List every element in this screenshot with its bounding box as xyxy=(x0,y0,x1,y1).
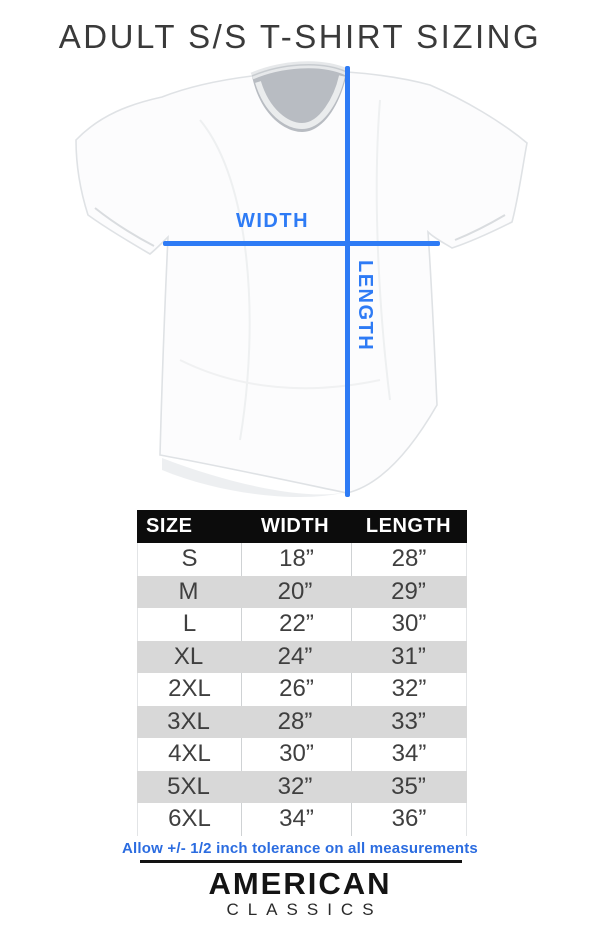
cell-width: 24” xyxy=(277,642,313,670)
cell-width: 18” xyxy=(241,543,351,576)
length-label: LENGTH xyxy=(354,260,376,352)
width-measure-line xyxy=(163,241,440,246)
table-row: 6XL 34” 36” xyxy=(137,803,467,836)
cell-size: S xyxy=(181,545,198,573)
width-label: WIDTH xyxy=(236,210,310,232)
collar-outline xyxy=(251,64,348,77)
tolerance-note: Allow +/- 1/2 inch tolerance on all meas… xyxy=(122,840,478,857)
tshirt-drawing xyxy=(75,61,528,498)
cell-length: 29” xyxy=(391,577,426,605)
tshirt-crease xyxy=(199,119,251,441)
cell-width: 28” xyxy=(277,707,313,735)
cell-size: L xyxy=(182,610,197,638)
cell-size: 3XL xyxy=(167,707,210,735)
cell-length: 36” xyxy=(351,803,466,836)
table-row: L 22” 30” xyxy=(137,608,467,641)
brand-subname: CLASSICS xyxy=(226,900,383,919)
hem-fold xyxy=(162,458,346,498)
cell-length: 34” xyxy=(351,738,466,771)
cell-length: 28” xyxy=(351,543,466,576)
cell-width: 26” xyxy=(241,673,351,706)
table-header-row: SIZE WIDTH LENGTH xyxy=(137,510,467,543)
table-row: XL 24” 31” xyxy=(137,640,467,673)
length-measure-line xyxy=(345,66,350,497)
brand-name: AMERICAN xyxy=(208,866,392,901)
cell-width: 20” xyxy=(277,577,313,605)
tshirt-crease xyxy=(179,359,381,390)
table-row: 2XL 26” 32” xyxy=(137,673,467,706)
cell-length: 31” xyxy=(391,642,426,670)
tshirt-crease xyxy=(375,99,391,401)
cell-size: XL xyxy=(173,642,204,670)
cell-size: 2XL xyxy=(168,675,211,703)
cell-length: 32” xyxy=(351,673,466,706)
cell-size: M xyxy=(178,577,199,605)
cell-length: 33” xyxy=(391,707,426,735)
cell-size: 4XL xyxy=(168,740,211,768)
logo-rule xyxy=(140,860,462,863)
header-width: WIDTH xyxy=(260,515,330,537)
page-title: ADULT S/S T-SHIRT SIZING xyxy=(58,18,542,55)
cell-length: 35” xyxy=(391,772,426,800)
collar-inner-shadow xyxy=(255,75,345,130)
cell-size: 5XL xyxy=(167,772,210,800)
cell-length: 30” xyxy=(351,608,466,641)
cell-width: 22” xyxy=(241,608,351,641)
left-cuff-fold xyxy=(94,207,155,247)
cell-size: 6XL xyxy=(168,805,211,833)
cell-width: 34” xyxy=(241,803,351,836)
table-row: M 20” 29” xyxy=(137,575,467,608)
tshirt-illustration xyxy=(50,60,550,505)
table-row: 3XL 28” 33” xyxy=(137,705,467,738)
header-length: LENGTH xyxy=(365,515,452,537)
tshirt-body-shape xyxy=(75,65,528,494)
cell-width: 32” xyxy=(277,772,313,800)
size-table: SIZE WIDTH LENGTH S 18” 28” M 20” 29” L … xyxy=(137,510,467,836)
table-row: 5XL 32” 35” xyxy=(137,770,467,803)
header-size: SIZE xyxy=(146,515,193,537)
right-cuff-fold xyxy=(454,214,506,241)
table-row: 4XL 30” 34” xyxy=(137,738,467,771)
cell-width: 30” xyxy=(241,738,351,771)
table-row: S 18” 28” xyxy=(137,543,467,576)
